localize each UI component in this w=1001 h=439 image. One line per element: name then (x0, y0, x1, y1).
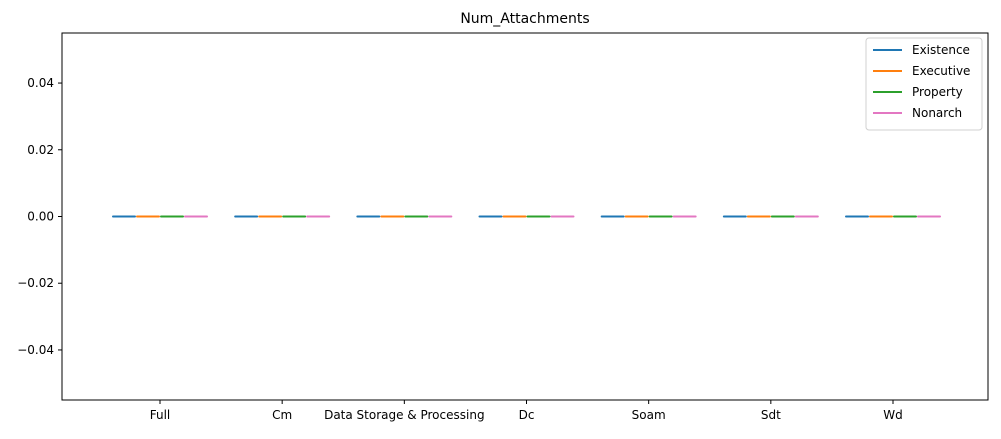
x-tick-label: Data Storage & Processing (324, 408, 484, 422)
y-tick-label: 0.04 (27, 76, 54, 90)
y-tick-label: 0.02 (27, 143, 54, 157)
legend-label: Nonarch (912, 106, 962, 120)
y-tick-label: −0.02 (17, 276, 54, 290)
x-axis: Full Cm Data Storage & Processing Dc Soam Sdt… (150, 400, 903, 422)
x-tick-label: Dc (519, 408, 535, 422)
y-axis: −0.04 −0.02 0.00 0.02 0.04 (17, 76, 62, 357)
legend-label: Property (912, 85, 963, 99)
legend-label: Executive (912, 64, 970, 78)
x-tick-label: Cm (272, 408, 292, 422)
legend-label: Existence (912, 43, 970, 57)
x-tick-label: Sdt (761, 408, 781, 422)
x-tick-label: Full (150, 408, 171, 422)
chart-title: Num_Attachments (460, 11, 589, 27)
x-tick-label: Wd (883, 408, 902, 422)
legend: Existence Executive Property Nonarch (865, 37, 983, 131)
y-tick-label: 0.00 (27, 210, 54, 224)
y-tick-label: −0.04 (17, 343, 54, 357)
x-tick-label: Soam (632, 408, 666, 422)
legend-box (865, 37, 983, 131)
